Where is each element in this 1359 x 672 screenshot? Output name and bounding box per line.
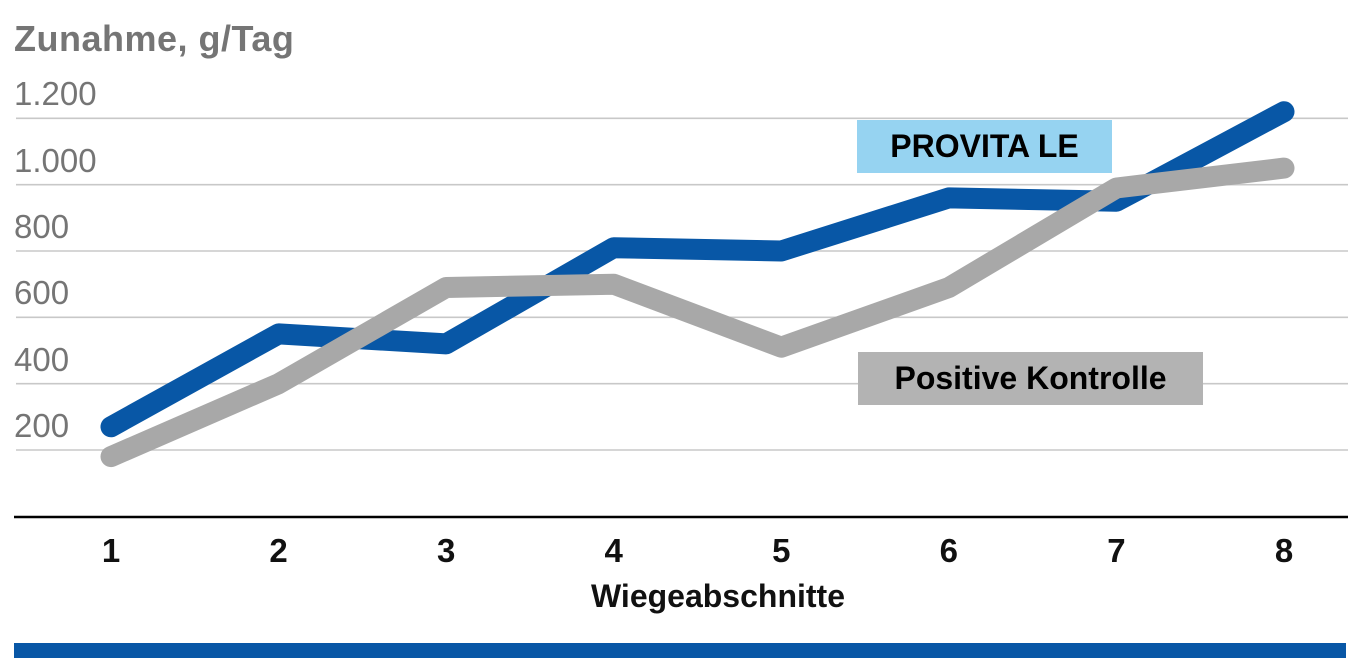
x-tick-label: 2 [269, 532, 288, 569]
y-tick-label: 1.000 [14, 141, 97, 179]
series-label-provita-le: PROVITA LE [857, 120, 1112, 173]
bottom-accent-bar [14, 643, 1346, 658]
x-tick-label: 5 [772, 532, 791, 569]
x-tick-label: 1 [101, 532, 121, 569]
x-tick-label: 3 [436, 532, 456, 569]
x-axis-label: Wiegeabschnitte [591, 578, 845, 614]
chart-title: Zunahme, g/Tag [14, 18, 295, 59]
x-tick-label: 7 [1107, 532, 1126, 569]
x-tick-label: 4 [604, 532, 623, 569]
y-tick-label: 400 [14, 340, 70, 378]
series-line-positive-kontrolle [100, 157, 1295, 468]
y-tick-label: 1.200 [14, 75, 97, 113]
x-tick-label: 8 [1274, 532, 1294, 569]
x-tick-label: 6 [939, 532, 959, 569]
series-label-positive-kontrolle: Positive Kontrolle [858, 352, 1203, 405]
y-tick-label: 200 [14, 407, 70, 444]
y-tick-label: 800 [14, 208, 70, 245]
y-tick-label: 600 [14, 274, 70, 312]
